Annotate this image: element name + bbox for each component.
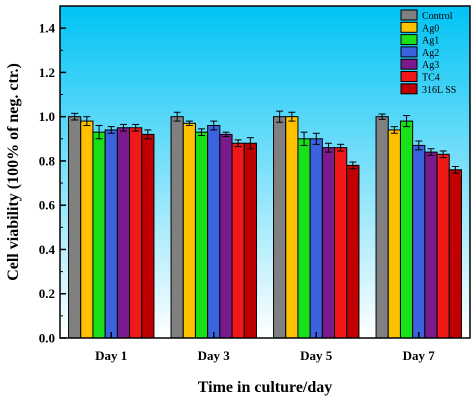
y-tick-label: 0.6	[39, 198, 56, 213]
legend-swatch	[400, 21, 418, 33]
bar-ag0-day-1	[80, 120, 94, 339]
legend-label: Ag1	[422, 36, 439, 47]
bar-ag2-day-7	[412, 144, 426, 339]
bar-ag0-day-5	[285, 116, 299, 339]
bar-control-day-5	[273, 116, 287, 339]
bar-ag0-day-7	[387, 129, 401, 339]
bar-316l-ss-day-5	[346, 164, 360, 339]
legend-label: TC4	[422, 73, 440, 84]
x-tick-label: Day 5	[300, 348, 333, 363]
bar-tc4-day-3	[231, 142, 245, 339]
legend-label: Ag3	[422, 60, 439, 71]
bar-ag1-day-3	[194, 131, 209, 339]
legend-label: Ag2	[422, 48, 439, 59]
bar-ag1-day-1	[92, 131, 106, 339]
legend-swatch	[400, 71, 418, 82]
bar-ag1-day-7	[399, 120, 414, 339]
bar-tc4-day-7	[436, 153, 450, 339]
x-axis: Day 1 Day 3 Day 5 Day 7	[95, 332, 435, 363]
legend-swatch	[400, 9, 418, 21]
bar-control-day-1	[68, 116, 82, 339]
bar-ag2-day-3	[207, 125, 221, 339]
bar-ag3-day-5	[321, 147, 336, 339]
bar-ag3-day-3	[219, 133, 233, 339]
legend-swatch	[400, 58, 418, 70]
bar-tc4-day-5	[334, 147, 348, 339]
y-tick-label: 0.0	[39, 331, 55, 346]
y-tick-label: 1.2	[39, 65, 55, 80]
bar-316l-ss-day-3	[243, 142, 257, 339]
bar-ag3-day-7	[424, 151, 438, 339]
bar-ag3-day-1	[116, 127, 131, 339]
legend-label: Control	[422, 11, 453, 22]
x-axis-title: Time in culture/day	[198, 379, 333, 396]
bar-316l-ss-day-1	[141, 133, 155, 339]
legend-swatch	[400, 83, 418, 95]
bar-ag2-day-5	[309, 138, 323, 339]
bar-control-day-7	[375, 116, 389, 339]
bar-316l-ss-day-7	[448, 169, 462, 339]
x-tick-label: Day 7	[403, 348, 436, 363]
plot-area-frame	[59, 5, 471, 339]
bar-ag1-day-5	[297, 138, 311, 339]
legend-label: 316L SS	[422, 85, 456, 96]
bar-ag0-day-3	[182, 122, 196, 339]
legend-swatch	[400, 46, 418, 58]
error-bar-group	[71, 110, 459, 174]
y-tick-label: 1.0	[39, 109, 55, 124]
legend-swatch	[400, 34, 418, 46]
x-tick-label: Day 1	[95, 348, 127, 363]
y-tick-label: 0.4	[39, 242, 56, 257]
y-tick-label: 1.4	[39, 21, 56, 36]
y-axis-title: Cell viability (100% of neg. ctr.)	[5, 63, 22, 281]
bar-tc4-day-1	[129, 127, 143, 339]
x-tick-label: Day 3	[198, 348, 231, 363]
legend-label: Ag0	[422, 23, 439, 34]
bar-ag2-day-1	[104, 129, 118, 339]
y-axis: 0.0 0.2 0.4 0.6 0.8 1.0 1.2 1.4	[39, 21, 66, 346]
y-tick-label: 0.8	[39, 153, 56, 168]
y-tick-label: 0.2	[39, 286, 55, 301]
bar-control-day-3	[170, 116, 184, 339]
